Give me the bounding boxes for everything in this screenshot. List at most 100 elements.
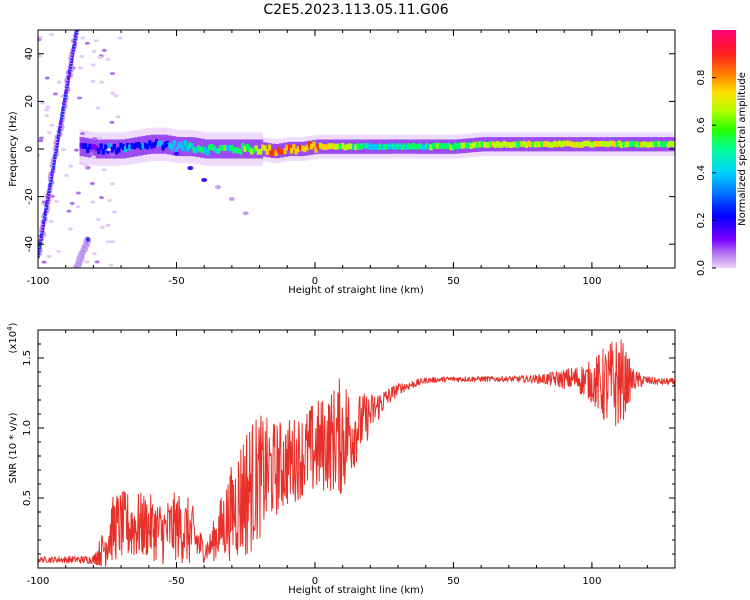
spectrogram-noise-dot	[107, 198, 113, 202]
spectrogram-cell	[177, 142, 181, 149]
spectrogram-noise-dot	[38, 139, 44, 143]
spectrogram-noise-dot	[54, 199, 60, 203]
spectrogram-cell	[617, 140, 622, 147]
spectrogram-noise-dot	[38, 38, 42, 42]
spectrogram-cell	[535, 141, 540, 148]
spectrogram-cell	[179, 141, 183, 148]
spectrogram-noise-dot	[56, 80, 62, 84]
snr-y-multiplier-suffix: )	[8, 322, 19, 326]
spectrogram-cell	[604, 141, 608, 147]
spectrogram-cell	[498, 142, 502, 149]
spectrogram-cell	[657, 141, 662, 147]
spectrogram-cell	[389, 143, 393, 149]
spectrogram-cell	[438, 142, 442, 149]
spectrogram-cell	[400, 144, 405, 151]
spectrogram-streak-cell	[74, 30, 79, 33]
spectrogram-noise-dot	[84, 260, 90, 264]
snr-y-multiplier: (x104)	[6, 322, 19, 353]
spectrogram-noise-dot	[66, 209, 72, 213]
snr-line-layer	[38, 339, 675, 567]
spectrogram-noise-dot	[108, 263, 114, 267]
spectrogram-cell	[476, 142, 480, 149]
spectrogram-cell	[633, 141, 637, 147]
spectrogram-cell	[478, 141, 482, 148]
spectrogram-cell	[259, 148, 263, 155]
spectrogram-cell	[292, 144, 296, 150]
spectrogram-cell	[290, 147, 294, 154]
spectrogram-branch-cell	[187, 166, 194, 171]
spectrogram-cell	[542, 141, 546, 147]
spectrogram-cell	[294, 148, 298, 155]
spectrogram-cell	[312, 141, 316, 148]
spectrogram-cell	[81, 143, 85, 149]
spectrogram-cell	[181, 145, 185, 152]
spectrogram-cell	[221, 144, 225, 151]
spectrogram-cell	[327, 143, 331, 150]
spectrogram-cell	[234, 147, 238, 153]
spectrogram-x-tick-label: 0	[312, 276, 318, 287]
spectrogram-cell	[303, 146, 307, 152]
spectrogram-cell	[130, 143, 134, 149]
spectrogram-cell	[564, 140, 568, 147]
spectrogram-cell	[232, 147, 236, 154]
spectrogram-cell	[201, 147, 205, 154]
spectrogram-cell	[318, 142, 323, 149]
spectrogram-cell	[578, 142, 582, 148]
spectrogram-cell	[602, 140, 606, 147]
spectrogram-cell	[493, 142, 498, 148]
spectrogram-y-tick-label: 40	[24, 47, 35, 60]
spectrogram-noise-dot	[84, 41, 90, 45]
spectrogram-cell	[376, 144, 380, 151]
spectrogram-noise-dot	[88, 152, 94, 156]
colorbar-tick-label: 0.4	[696, 165, 707, 181]
spectrogram-cell	[143, 142, 147, 149]
spectrogram-noise-dot	[80, 132, 86, 136]
spectrogram-cell	[345, 144, 349, 150]
spectrogram-cell	[212, 145, 216, 152]
spectrogram-cell	[560, 141, 564, 148]
spectrogram-cell	[146, 143, 150, 150]
spectrogram-cell	[79, 142, 83, 149]
spectrogram-cell	[261, 144, 265, 151]
spectrogram-cell	[343, 144, 347, 151]
spectrogram-cell	[205, 149, 210, 156]
spectrogram-cell	[358, 144, 362, 150]
spectrogram-noise-dot	[91, 49, 97, 53]
spectrogram-noise-dot	[49, 194, 55, 198]
spectrogram-x-ticks: -100 -50 0 50 100	[27, 30, 676, 287]
spectrogram-noise-dot	[44, 114, 50, 118]
snr-panel: -100 -50 0 50 100 0.5 1.0 1.5 Height of straig…	[6, 322, 676, 596]
spectrogram-cell	[511, 141, 515, 148]
spectrogram-cell	[367, 143, 371, 149]
spectrogram-noise-dot	[45, 105, 51, 109]
spectrogram-noise-dot	[61, 148, 67, 152]
snr-x-tick-label: -100	[27, 576, 50, 587]
spectrogram-cell	[123, 146, 128, 152]
spectrogram-cell	[132, 143, 136, 150]
spectrogram-noise-dot	[69, 201, 75, 205]
spectrogram-cell	[101, 148, 105, 155]
spectrogram-noise-dot	[109, 120, 115, 124]
spectrogram-cell	[485, 142, 489, 148]
spectrogram-cell	[403, 143, 407, 149]
spectrogram-cell	[527, 140, 531, 147]
spectrogram-cell	[635, 141, 639, 148]
snr-frame	[37, 329, 676, 569]
spectrogram-cell	[183, 140, 187, 146]
spectrogram-noise-dot	[79, 162, 85, 166]
spectrogram-cell	[586, 140, 591, 147]
spectrogram-cell	[112, 143, 116, 150]
spectrogram-cell	[509, 142, 513, 149]
spectrogram-cell	[431, 143, 436, 149]
spectrogram-cell	[529, 141, 533, 148]
colorbar-tick-label: 0.0	[696, 260, 707, 276]
spectrogram-noise-dot	[115, 115, 121, 119]
spectrogram-noise-dot	[75, 205, 81, 209]
spectrogram-cell	[460, 142, 464, 149]
spectrogram-cell	[309, 143, 314, 150]
spectrogram-cell	[651, 141, 655, 148]
spectrogram-cell	[547, 141, 551, 148]
spectrogram-cell	[298, 144, 303, 151]
spectrogram-cell	[321, 143, 325, 150]
spectrogram-cell	[305, 144, 309, 151]
